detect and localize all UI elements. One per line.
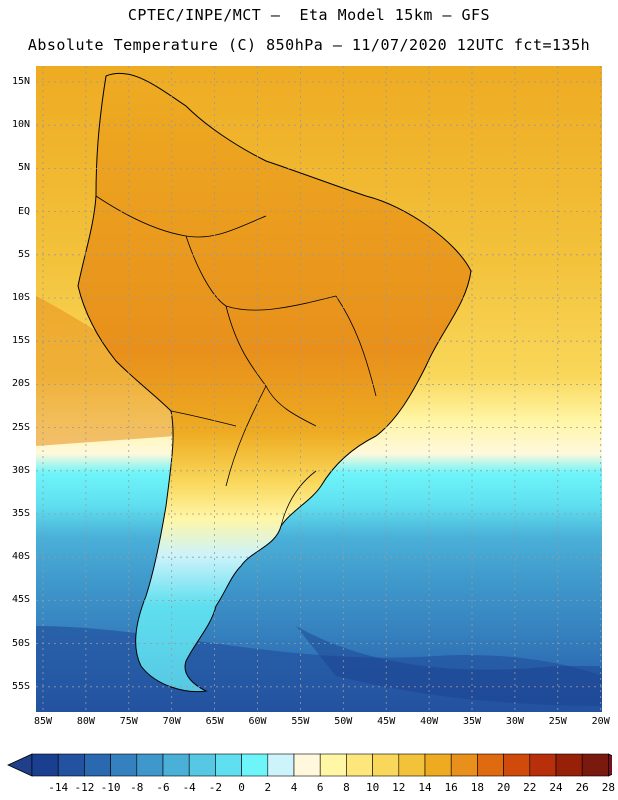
colorbar-swatch [503, 753, 531, 777]
lon-label: 70W [162, 716, 181, 727]
colorbar-label: 14 [418, 781, 432, 794]
colorbar-swatch [346, 753, 373, 777]
lat-label: EQ [17, 205, 30, 217]
lon-label: 75W [119, 716, 138, 727]
colorbar-swatch [450, 753, 478, 777]
lat-label: 5N [17, 162, 30, 174]
lat-label: 10N [11, 119, 30, 131]
lat-label: 25S [11, 421, 30, 433]
colorbar-label: 20 [496, 781, 511, 794]
colorbar-swatch [424, 753, 452, 777]
colorbar [7, 753, 612, 777]
lon-label: 55W [291, 716, 310, 727]
colorbar-label: 10 [365, 781, 380, 794]
lat-label: 35S [11, 508, 30, 519]
lat-label: 20S [11, 378, 30, 390]
title-line-2: Absolute Temperature (C) 850hPa – 11/07/… [27, 36, 591, 54]
lat-label: 5S [17, 248, 30, 260]
lon-label: 30W [505, 716, 524, 727]
colorbar-swatch [529, 753, 557, 777]
colorbar-label: 0 [238, 781, 245, 794]
lat-label: 30S [11, 464, 30, 476]
temperature-map [36, 66, 602, 712]
colorbar-swatch [162, 753, 190, 777]
colorbar-swatch [555, 753, 583, 777]
lat-label: 40S [11, 551, 30, 563]
colorbar-swatch [110, 753, 138, 777]
colorbar-swatch [84, 753, 111, 777]
colorbar-label: 6 [316, 781, 324, 794]
colorbar-swatch [398, 753, 426, 777]
colorbar-label: 18 [470, 781, 485, 794]
colorbar-label: 2 [264, 781, 272, 794]
lat-lon-grid [36, 66, 602, 712]
lat-label: 15N [11, 76, 30, 87]
lon-label: 35W [462, 716, 482, 727]
lon-label: 50W [334, 716, 353, 727]
colorbar-swatch [57, 753, 85, 777]
lat-label: 10S [11, 292, 30, 303]
colorbar-swatch [477, 753, 504, 777]
colorbar-label: 28 [601, 781, 616, 794]
colorbar-label: -12 [74, 781, 95, 794]
colorbar-label: -6 [156, 781, 170, 794]
south-america-outline [77, 72, 472, 693]
lon-label: 85W [33, 716, 53, 727]
colorbar-label: -14 [48, 781, 69, 794]
lon-label: 20W [591, 716, 610, 727]
colorbar-label: 4 [290, 781, 298, 794]
colorbar-swatch [136, 753, 164, 777]
lon-label: 60W [248, 716, 267, 727]
colorbar-swatch [31, 753, 59, 777]
lon-label: 25W [548, 716, 567, 727]
colorbar-label: 24 [549, 781, 563, 794]
colorbar-label: 8 [343, 781, 350, 794]
map-frame [36, 66, 602, 712]
colorbar-label: -10 [100, 781, 121, 794]
lon-label: 40W [420, 716, 439, 727]
colorbar-swatch [241, 753, 269, 777]
colorbar-label: -8 [130, 781, 144, 794]
lon-label: 45W [377, 716, 396, 727]
colorbar-label: -4 [182, 781, 196, 794]
lat-label: 55S [11, 680, 30, 692]
lat-label: 15S [11, 335, 30, 347]
colorbar-swatch [215, 753, 242, 777]
colorbar-label: -2 [208, 781, 223, 794]
colorbar-over-arrow [608, 753, 612, 777]
colorbar-label: 26 [575, 781, 589, 794]
colorbar-under-arrow [7, 753, 33, 777]
lat-label: 45S [11, 594, 30, 606]
colorbar-swatch [267, 753, 295, 777]
colorbar-label: 16 [444, 781, 458, 794]
lon-label: 80W [76, 716, 95, 727]
title-line-1: CPTEC/INPE/MCT – Eta Model 15km – GFS [127, 6, 491, 24]
colorbar-label: 12 [392, 781, 406, 794]
lat-label: 50S [11, 637, 30, 649]
colorbar-swatch [188, 753, 216, 777]
colorbar-swatch [581, 753, 609, 777]
colorbar-label: 22 [523, 781, 537, 794]
colorbar-swatch [319, 753, 347, 777]
colorbar-swatch [293, 753, 321, 777]
colorbar-swatch [372, 753, 400, 777]
lon-label: 65W [205, 716, 224, 727]
